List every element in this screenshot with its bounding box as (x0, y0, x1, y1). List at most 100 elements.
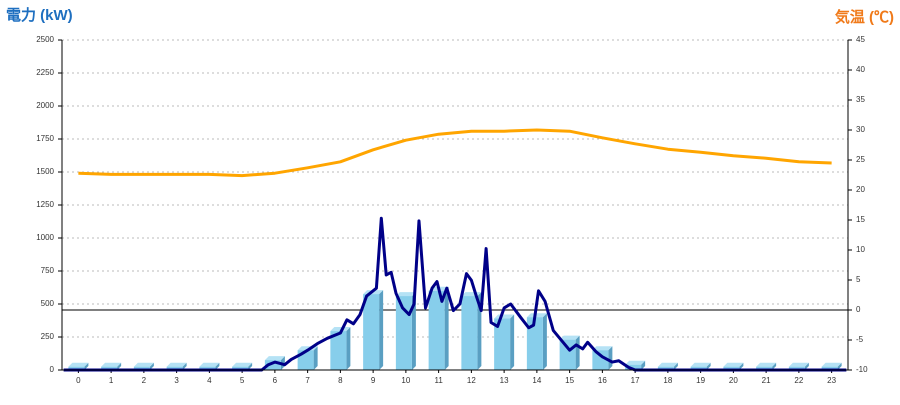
bar (788, 366, 805, 370)
x-tick-label: 23 (827, 376, 836, 385)
x-tick-label: 19 (696, 376, 705, 385)
bar-side (215, 362, 220, 370)
bar (363, 294, 380, 370)
y2-tick-label: 25 (856, 155, 865, 164)
y-tick-label: 1500 (36, 167, 54, 176)
x-tick-label: 17 (631, 376, 640, 385)
bar-top (690, 362, 711, 367)
bar-top (592, 346, 613, 351)
x-tick-label: 21 (762, 376, 771, 385)
bar-side (510, 314, 515, 370)
x-tick-label: 12 (467, 376, 476, 385)
bar (428, 290, 445, 370)
bar-top (101, 362, 122, 367)
bar-side (84, 362, 89, 370)
bar-side (542, 313, 547, 370)
bar-top (559, 335, 580, 340)
bar-top (199, 362, 220, 367)
bar (330, 331, 347, 370)
x-tick-label: 5 (240, 376, 245, 385)
bar (526, 317, 543, 370)
x-tick-label: 2 (142, 376, 147, 385)
bar (133, 366, 150, 370)
bar-side (379, 290, 384, 370)
bar (821, 366, 838, 370)
bar-side (739, 362, 744, 370)
bar (494, 318, 511, 370)
y2-tick-label: 35 (856, 95, 865, 104)
y-tick-label: 1750 (36, 134, 54, 143)
y2-tick-label: 40 (856, 65, 865, 74)
bar (723, 366, 740, 370)
bar (166, 366, 183, 370)
bar-side (641, 360, 646, 370)
bar (232, 366, 249, 370)
line (63, 216, 847, 372)
bar-top (788, 362, 809, 367)
y-tick-label: 2000 (36, 101, 54, 110)
x-tick-label: 15 (565, 376, 574, 385)
bar (264, 360, 281, 370)
bar-top (625, 360, 646, 365)
bar-top (723, 362, 744, 367)
bar-side (117, 362, 122, 370)
x-tick-label: 8 (338, 376, 343, 385)
x-tick-label: 16 (598, 376, 607, 385)
bar-side (804, 362, 809, 370)
y-tick-label: 2250 (36, 68, 54, 77)
x-tick-label: 13 (500, 376, 509, 385)
y2-tick-label: 5 (856, 275, 861, 284)
y2-tick-label: 45 (856, 35, 865, 44)
bar-top (395, 292, 416, 297)
bar (690, 366, 707, 370)
bar (68, 366, 85, 370)
bar-side (575, 335, 580, 370)
bar-side (673, 362, 678, 370)
bar-side (182, 362, 187, 370)
x-tick-label: 0 (76, 376, 81, 385)
y-tick-label: 500 (41, 299, 55, 308)
bar-side (149, 362, 154, 370)
y2-tick-label: 30 (856, 125, 865, 134)
y-tick-label: 250 (41, 332, 55, 341)
y2-tick-label: 20 (856, 185, 865, 194)
bar-side (608, 346, 613, 370)
x-tick-label: 14 (532, 376, 541, 385)
y-tick-label: 750 (41, 266, 55, 275)
bar (657, 366, 674, 370)
bar (559, 339, 576, 370)
bar-top (264, 356, 285, 361)
x-tick-label: 7 (305, 376, 310, 385)
y-tick-label: 1250 (36, 200, 54, 209)
y2-axis-title: 気温 (℃) (835, 8, 894, 26)
bar-top (494, 314, 515, 319)
x-tick-label: 9 (371, 376, 376, 385)
bar (101, 366, 118, 370)
y2-tick-label: 0 (856, 305, 861, 314)
bar (592, 350, 609, 370)
x-tick-label: 22 (794, 376, 803, 385)
bar (625, 364, 642, 370)
y2-tick-label: 10 (856, 245, 865, 254)
bar-top (166, 362, 187, 367)
bar-top (68, 362, 89, 367)
x-tick-label: 18 (663, 376, 672, 385)
y-tick-label: 1000 (36, 233, 54, 242)
bar-side (706, 362, 711, 370)
bar-side (772, 362, 777, 370)
bar-side (346, 327, 351, 370)
x-tick-label: 10 (401, 376, 410, 385)
bar-side (313, 346, 318, 370)
bar-top (756, 362, 777, 367)
y2-tick-label: -10 (856, 365, 868, 374)
bar-top (526, 313, 547, 318)
bar-side (248, 362, 253, 370)
x-tick-label: 3 (174, 376, 179, 385)
bar-side (411, 292, 416, 370)
line (78, 128, 832, 178)
y2-tick-label: 15 (856, 215, 865, 224)
bar-side (444, 286, 449, 370)
bar (461, 296, 478, 370)
bar-top (232, 362, 253, 367)
